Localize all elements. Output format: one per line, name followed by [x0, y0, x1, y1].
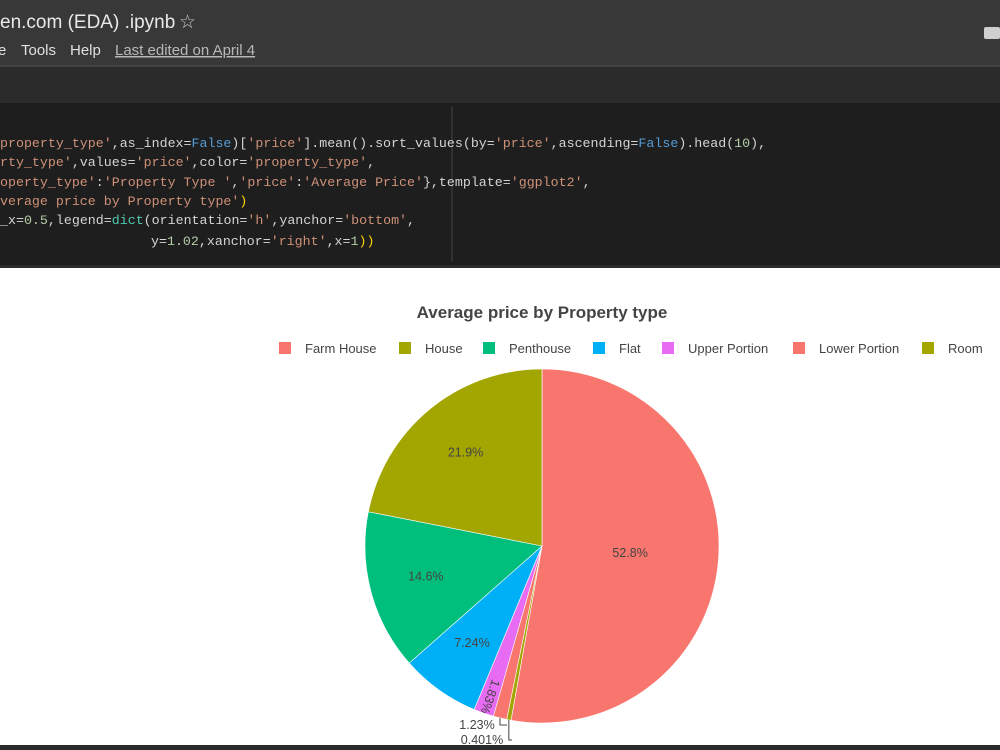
pie-slice [364, 511, 543, 664]
code-token: 'Average Price' [303, 175, 423, 190]
code-token: False [192, 136, 232, 151]
code-token: )[ [231, 136, 247, 151]
code-token: 'price' [239, 175, 295, 190]
leader-line [508, 719, 512, 741]
code-token: 10 [734, 136, 750, 151]
code-token: 'price' [247, 136, 303, 151]
code-token: _x= [0, 213, 24, 228]
code-token: , [231, 175, 239, 190]
legend-label: Upper Portion [688, 341, 768, 356]
star-icon[interactable]: ☆ [179, 12, 196, 33]
code-token: ].mean().sort_values(by= [303, 136, 495, 151]
slice-label: 21.9% [448, 445, 483, 459]
code-token: 'right' [271, 234, 327, 249]
comment-icon[interactable] [984, 27, 1000, 39]
code-token: ).head( [678, 136, 734, 151]
code-token: ), [750, 136, 766, 151]
code-token: ,x= [327, 234, 351, 249]
code-token: : [295, 175, 303, 190]
notebook-title[interactable]: en.com (EDA) .ipynb [0, 12, 175, 33]
code-token: , [407, 213, 415, 228]
code: property_type',as_index=False)['price'].… [0, 136, 766, 249]
menu-item[interactable]: Help [70, 42, 101, 59]
code-token: 1 [351, 234, 359, 249]
code-token: ,as_index= [112, 136, 192, 151]
legend-swatch [593, 342, 605, 354]
legend-label: House [425, 341, 463, 356]
code-token: 'h' [247, 213, 271, 228]
code-token: 1.02 [167, 234, 199, 249]
pie-slice [510, 368, 720, 724]
code-token: (orientation= [144, 213, 248, 228]
code-token: 'property_type' [247, 155, 367, 170]
leader-line [499, 717, 507, 726]
code-line: rty_type',values='price',color='property… [0, 155, 375, 170]
code-token: 0.5 [24, 213, 48, 228]
code-line: property_type',as_index=False)['price'].… [0, 136, 766, 151]
code-token: ,ascending= [551, 136, 639, 151]
slice-label: 1.23% [459, 718, 494, 732]
last-edited[interactable]: Last edited on April 4 [115, 42, 255, 59]
toolbar [0, 66, 1000, 103]
code-line: _x=0.5,legend=dict(orientation='h',yanch… [0, 213, 415, 228]
code-token: 'price' [136, 155, 192, 170]
pie-slice [367, 368, 543, 547]
code-token: , [583, 175, 591, 190]
code-token: ,xanchor= [199, 234, 271, 249]
legend-label: Flat [619, 341, 641, 356]
legend-swatch [399, 342, 411, 354]
top-bar [0, 0, 1000, 66]
pie: 52.8%21.9%14.6%7.24%1.83%1.23%0.401% [364, 368, 720, 747]
legend-swatch [922, 342, 934, 354]
code-token: ) [239, 194, 247, 209]
legend-label: Room [948, 341, 983, 356]
code-cell[interactable] [0, 103, 1000, 265]
code-token: property_type' [0, 136, 112, 151]
code-token: ,values= [72, 155, 136, 170]
code-token: 'bottom' [343, 213, 407, 228]
code-token: rty_type' [0, 155, 72, 170]
code-token: False [638, 136, 678, 151]
code-token: ,color= [192, 155, 248, 170]
slice-label: 14.6% [408, 570, 443, 584]
cell-gap [0, 265, 1000, 268]
code-token: 'Property Type ' [104, 175, 232, 190]
legend-swatch [662, 342, 674, 354]
code-token: operty_type' [0, 175, 96, 190]
legend-label: Farm House [305, 341, 377, 356]
slice-label: 7.24% [454, 636, 489, 650]
menu-item[interactable]: e [0, 42, 6, 59]
menu-item[interactable]: Tools [21, 42, 56, 59]
legend-swatch [793, 342, 805, 354]
code-token: 'price' [495, 136, 551, 151]
code-line: y=1.02,xanchor='right',x=1)) [151, 234, 374, 249]
slice-label: 0.401% [461, 733, 503, 747]
code-token: y= [151, 234, 167, 249]
bottom-strip [0, 745, 1000, 750]
code-token: ,yanchor= [271, 213, 343, 228]
code-line: operty_type':'Property Type ','price':'A… [0, 175, 591, 190]
code-token: dict [112, 213, 144, 228]
code-token: )) [359, 234, 375, 249]
legend-swatch [483, 342, 495, 354]
code-token: ,legend= [48, 213, 112, 228]
legend-label: Penthouse [509, 341, 571, 356]
code-token: : [96, 175, 104, 190]
legend: Farm House House Penthouse Flat Upper Portio… [279, 341, 983, 356]
legend-label: Lower Portion [819, 341, 899, 356]
code-line: verage price by Property type') [0, 194, 247, 209]
code-token: 'ggplot2' [511, 175, 583, 190]
code-token: verage price by Property type' [0, 194, 239, 209]
legend-swatch [279, 342, 291, 354]
chart-title: Average price by Property type [417, 303, 668, 322]
code-token: },template= [423, 175, 511, 190]
slice-label: 52.8% [612, 546, 647, 560]
code-token: , [367, 155, 375, 170]
